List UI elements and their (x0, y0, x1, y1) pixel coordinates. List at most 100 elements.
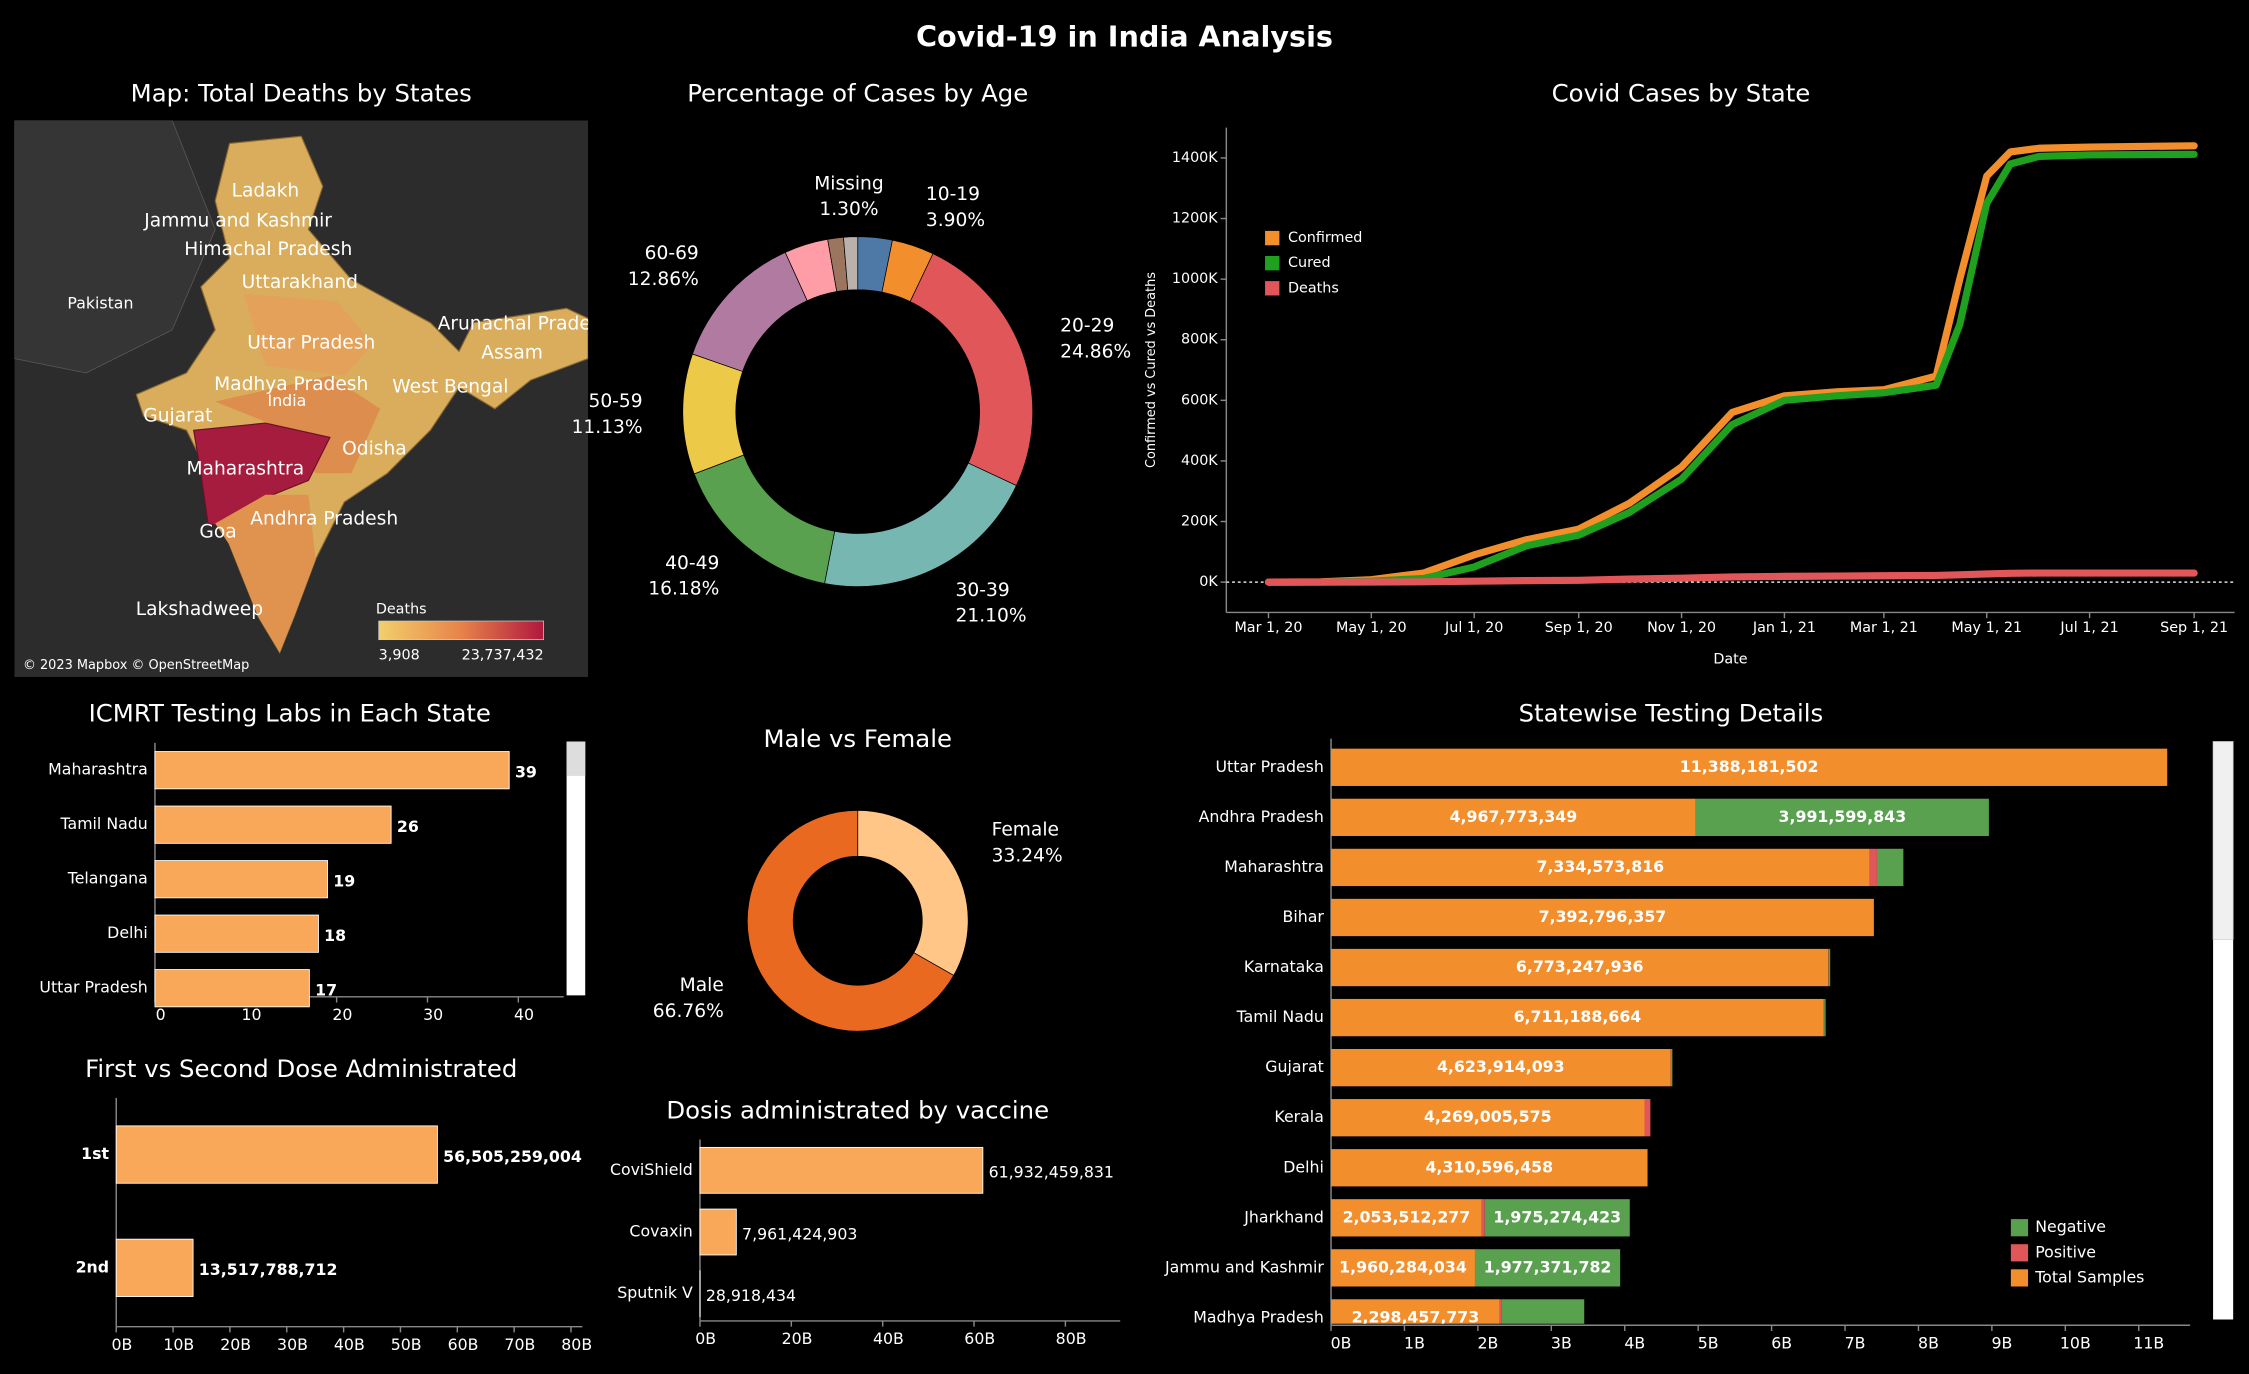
x-tick-label: 20B (220, 1335, 251, 1354)
x-tick-label: Nov 1, 20 (1647, 620, 1716, 636)
category-label: Delhi (1283, 1157, 1324, 1176)
value-label: 3,991,599,843 (1779, 807, 1907, 826)
bar-segment (1331, 1149, 1648, 1187)
y-tick-label: 400K (1181, 453, 1218, 469)
map-state (215, 494, 316, 653)
map-label: Goa (199, 522, 236, 543)
category-label: Maharashtra (48, 760, 148, 779)
bar-segment (1499, 1299, 1502, 1324)
bar (154, 914, 319, 953)
value-label: 2,298,457,773 (1352, 1307, 1480, 1326)
slice-value-label: 24.86% (1060, 341, 1131, 362)
map-label: Uttarakhand (242, 272, 358, 293)
bar (154, 805, 392, 844)
value-label: 2,053,512,277 (1343, 1207, 1471, 1226)
donut-slice (746, 809, 955, 1032)
x-tick-label: 40 (514, 1005, 534, 1024)
legend-max: 23,737,432 (462, 647, 544, 663)
donut-slice (843, 236, 859, 291)
bar-segment (1644, 1099, 1651, 1137)
donut-slice (857, 809, 969, 976)
dashboard-title: Covid-19 in India Analysis (916, 20, 1333, 54)
color-legend (378, 620, 544, 641)
x-tick-label: 9B (1991, 1333, 2012, 1352)
legend-label: Negative (2035, 1217, 2106, 1236)
bar-segment (1331, 1099, 1645, 1137)
bar (154, 860, 328, 899)
scrollbar[interactable] (566, 741, 586, 996)
category-label: Telangana (67, 869, 148, 888)
value-label: 4,310,596,458 (1425, 1157, 1553, 1176)
category-label: Jharkhand (1243, 1207, 1324, 1226)
legend-swatch (2010, 1244, 2029, 1262)
value-label: 4,269,005,575 (1424, 1107, 1552, 1126)
x-tick-label: 40B (873, 1329, 904, 1348)
y-tick-label: 600K (1181, 392, 1218, 408)
legend-swatch (1265, 230, 1280, 246)
x-tick-label: 7B (1845, 1333, 1866, 1352)
x-tick-label: 10B (163, 1335, 194, 1354)
x-tick-label: 60B (964, 1329, 995, 1348)
bar-segment (1484, 1199, 1630, 1237)
value-label: 61,932,459,831 (989, 1163, 1114, 1182)
map-label: Maharashtra (186, 458, 304, 479)
slice-value-label: 33.24% (992, 845, 1063, 866)
x-tick-label: 60B (448, 1335, 479, 1354)
value-label: 1,975,274,423 (1493, 1207, 1621, 1226)
y-axis-title: Confirmed vs Cured vs Deaths (1144, 272, 1159, 468)
map-label: Ladakh (232, 180, 300, 201)
legend-min: 3,908 (379, 647, 420, 663)
y-tick-label: 1200K (1172, 211, 1218, 227)
x-tick-label: Sep 1, 20 (1545, 620, 1613, 636)
legend-swatch (2010, 1269, 2029, 1287)
bar (699, 1146, 984, 1194)
bar-segment (1331, 1249, 1475, 1287)
bar-segment (1331, 998, 1824, 1037)
value-label: 26 (397, 817, 419, 836)
map-label: Gujarat (143, 405, 212, 426)
x-tick-label: Jul 1, 21 (2059, 620, 2118, 636)
scrollbar-thumb[interactable] (2212, 741, 2234, 940)
x-tick-label: 80B (561, 1335, 592, 1354)
x-tick-label: May 1, 20 (1336, 620, 1407, 636)
x-tick-label: 10 (241, 1005, 261, 1024)
category-label: 2nd (76, 1257, 109, 1276)
x-tick-label: 80B (1056, 1329, 1087, 1348)
slice-label: 50-59 (588, 391, 642, 412)
slice-value-label: 11.13% (572, 417, 643, 438)
bar (115, 1125, 438, 1184)
map-label: Madhya Pradesh (214, 374, 368, 395)
slice-label: Female (992, 820, 1059, 841)
x-tick-label: 11B (2133, 1333, 2164, 1352)
category-label: Covaxin (629, 1222, 692, 1241)
y-tick-label: 200K (1181, 514, 1218, 530)
bar-segment (1876, 848, 1904, 887)
bar-segment (1331, 798, 1696, 837)
bar-segment (1331, 1299, 1500, 1324)
category-label: Uttar Pradesh (39, 978, 147, 997)
category-label: Maharashtra (1224, 857, 1324, 876)
slice-label: 30-39 (956, 580, 1010, 601)
x-tick-label: 20B (782, 1329, 813, 1348)
bar-segment (1670, 1049, 1673, 1087)
value-label: 7,334,573,816 (1536, 857, 1664, 876)
bar-segment (1501, 1299, 1585, 1324)
map: Ladakh Jammu and Kashmir Himachal Pradesh U… (14, 120, 589, 677)
series-line (1264, 142, 2198, 586)
value-label: 6,773,247,936 (1516, 957, 1644, 976)
map-state (215, 375, 381, 474)
y-tick-label: 0K (1199, 574, 1218, 590)
chart-title: First vs Second Dose Administrated (85, 1054, 517, 1083)
x-tick-label: 0B (695, 1329, 716, 1348)
x-tick-label: Sep 1, 21 (2160, 620, 2228, 636)
map-label: Uttar Pradesh (247, 332, 375, 353)
legend-swatch (1265, 281, 1280, 296)
slice-label: 10-19 (926, 184, 980, 205)
legend-swatch (1265, 256, 1280, 271)
category-label: Kerala (1274, 1107, 1323, 1126)
category-label: Uttar Pradesh (1216, 757, 1324, 776)
map-state (243, 294, 373, 376)
scrollbar-thumb[interactable] (566, 741, 586, 776)
slice-value-label: 16.18% (648, 579, 719, 600)
bar-segment (1828, 948, 1831, 987)
